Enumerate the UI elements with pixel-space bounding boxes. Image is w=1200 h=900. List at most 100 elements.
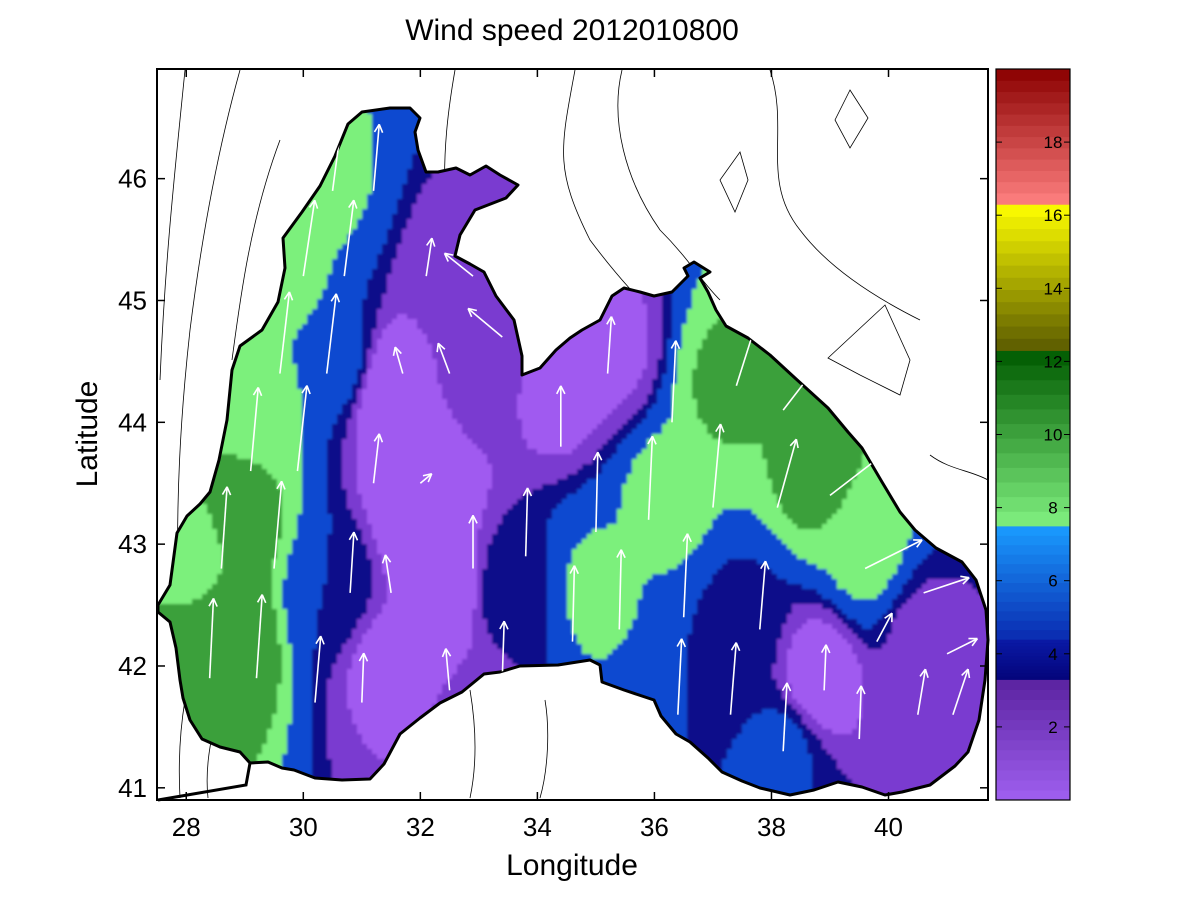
speed-cell <box>492 174 498 180</box>
speed-cell <box>427 189 433 195</box>
speed-cell <box>317 199 323 205</box>
speed-cell <box>392 189 398 195</box>
speed-cell <box>357 179 363 185</box>
speed-cell <box>377 179 383 185</box>
speed-cell <box>387 129 393 135</box>
speed-cell <box>397 119 403 125</box>
speed-cell <box>392 174 398 180</box>
speed-cell <box>382 134 388 140</box>
speed-cell <box>322 214 328 220</box>
speed-cell <box>422 194 428 200</box>
speed-cell <box>392 139 398 145</box>
speed-cell <box>362 189 368 195</box>
speed-cell <box>402 209 408 215</box>
speed-cell <box>387 169 393 175</box>
speed-cell <box>362 164 368 170</box>
speed-cell <box>387 134 393 140</box>
speed-cell <box>377 164 383 170</box>
speed-cell <box>372 209 378 215</box>
speed-cell <box>357 149 363 155</box>
speed-cell <box>382 149 388 155</box>
speed-cell <box>482 184 488 190</box>
speed-cell <box>347 189 353 195</box>
speed-cell <box>372 119 378 125</box>
speed-cell <box>452 184 458 190</box>
speed-cell <box>407 154 413 160</box>
speed-cell <box>367 124 373 130</box>
speed-cell <box>382 154 388 160</box>
speed-cell <box>307 209 313 215</box>
speed-cell <box>487 189 493 195</box>
speed-cell <box>477 199 483 205</box>
speed-cell <box>447 174 453 180</box>
speed-cell <box>452 204 458 210</box>
speed-cell <box>357 124 363 130</box>
speed-cell <box>362 184 368 190</box>
speed-cell <box>397 124 403 130</box>
speed-cell <box>382 184 388 190</box>
speed-cell <box>407 114 413 120</box>
speed-cell <box>387 149 393 155</box>
speed-cell <box>367 169 373 175</box>
speed-cell <box>362 149 368 155</box>
speed-cell <box>392 144 398 150</box>
speed-cell <box>337 214 343 220</box>
speed-cell <box>417 184 423 190</box>
speed-cell <box>397 164 403 170</box>
speed-cell <box>387 194 393 200</box>
speed-cell <box>367 114 373 120</box>
speed-cell <box>342 209 348 215</box>
speed-cell <box>447 194 453 200</box>
speed-cell <box>412 174 418 180</box>
speed-cell <box>362 209 368 215</box>
speed-cell <box>447 189 453 195</box>
speed-cell <box>347 154 353 160</box>
speed-cell <box>337 164 343 170</box>
speed-cell <box>387 164 393 170</box>
speed-cell <box>417 214 423 220</box>
speed-cell <box>417 174 423 180</box>
speed-cell <box>442 199 448 205</box>
speed-cell <box>347 134 353 140</box>
speed-cell <box>342 189 348 195</box>
speed-cell <box>332 204 338 210</box>
speed-cell <box>407 164 413 170</box>
speed-cell <box>342 169 348 175</box>
speed-cell <box>327 189 333 195</box>
speed-cell <box>497 184 503 190</box>
speed-cell <box>407 139 413 145</box>
speed-cell <box>482 194 488 200</box>
speed-cell <box>407 119 413 125</box>
speed-cell <box>382 214 388 220</box>
speed-cell <box>462 189 468 195</box>
speed-cell <box>407 149 413 155</box>
speed-cell <box>352 129 358 135</box>
speed-cell <box>322 209 328 215</box>
speed-cell <box>387 209 393 215</box>
speed-cell <box>407 124 413 130</box>
speed-cell <box>422 209 428 215</box>
speed-cell <box>467 189 473 195</box>
speed-cell <box>392 209 398 215</box>
speed-cell <box>387 154 393 160</box>
speed-cell <box>407 134 413 140</box>
speed-cell <box>457 189 463 195</box>
speed-cell <box>392 164 398 170</box>
speed-cell <box>457 179 463 185</box>
speed-cell <box>462 194 468 200</box>
speed-cell <box>327 194 333 200</box>
speed-cell <box>382 199 388 205</box>
speed-cell <box>412 189 418 195</box>
speed-cell <box>327 204 333 210</box>
speed-cell <box>362 204 368 210</box>
speed-cell <box>372 204 378 210</box>
speed-cell <box>397 139 403 145</box>
speed-cell <box>352 169 358 175</box>
speed-cell <box>357 159 363 165</box>
speed-cell <box>382 204 388 210</box>
speed-cell <box>352 174 358 180</box>
speed-cell <box>402 184 408 190</box>
speed-cell <box>407 204 413 210</box>
speed-cell <box>362 114 368 120</box>
speed-cell <box>347 164 353 170</box>
